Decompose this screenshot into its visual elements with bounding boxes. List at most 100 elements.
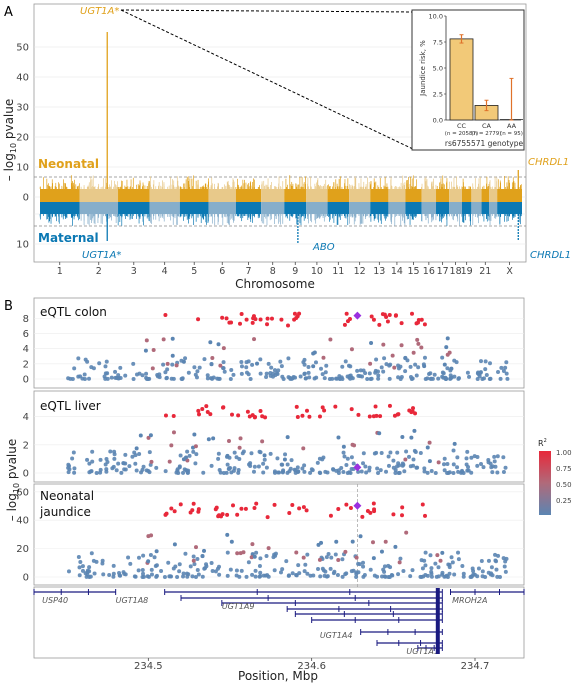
regional-point-low <box>479 359 484 364</box>
regional-point-high <box>204 404 209 409</box>
regional-point-high <box>371 317 376 322</box>
regional-point-low <box>166 560 171 565</box>
regional-point-low <box>420 566 425 571</box>
regional-point-high <box>239 506 244 511</box>
regional-point-low <box>154 465 159 470</box>
regional-point-low <box>149 567 154 572</box>
manhattan-band-neonatal-chr6 <box>208 189 236 202</box>
regional-point-mid <box>368 361 373 366</box>
regional-point-mid <box>416 341 421 346</box>
regional-point-high <box>197 412 202 417</box>
regional-point-low <box>374 357 379 362</box>
regional-point-high <box>258 317 263 322</box>
inset-y-tick-1: 2.5 <box>433 91 443 99</box>
regional-point-mid <box>235 551 240 556</box>
regional-point-high <box>258 409 263 414</box>
regional-point-low <box>433 561 438 566</box>
regional-point-low <box>272 469 277 474</box>
regional-point-low <box>396 461 401 466</box>
r2-legend-tick-025: 0.25 <box>556 497 572 505</box>
regional-point-low <box>186 572 191 577</box>
r2-legend-title-main: R <box>538 439 544 448</box>
regional-point-mid <box>343 549 348 554</box>
regional-point-low <box>296 563 301 568</box>
regional-point-low <box>480 376 485 381</box>
regional-point-low <box>475 463 480 468</box>
manhattan-band-maternal-chr8 <box>261 202 285 214</box>
regional-point-low <box>411 457 416 462</box>
regional-point-mid <box>285 435 290 440</box>
regional-point-low <box>202 357 207 362</box>
regional-point-high <box>292 311 297 316</box>
regional-point-low <box>335 572 340 577</box>
regional-point-high <box>322 408 327 413</box>
regional-point-low <box>334 468 339 473</box>
regional-point-low <box>258 357 263 362</box>
regional-point-low <box>493 552 498 557</box>
regional-point-low <box>419 574 424 579</box>
regional-point-low <box>429 569 434 574</box>
zoom-connector-bottom <box>120 9 416 151</box>
regional-point-low <box>331 571 336 576</box>
regional-point-high <box>356 412 361 417</box>
manhattan-y-ticks: 0 10 20 30 40 50 10 <box>16 43 29 251</box>
manhattan-band-neonatal-chr1 <box>40 189 80 202</box>
regional-point-low <box>341 470 346 475</box>
regional-point-low <box>77 565 82 570</box>
regional-point-low <box>501 469 506 474</box>
regional-point-low <box>333 552 338 557</box>
regional-point-low <box>72 366 77 371</box>
regional-point-low <box>111 574 116 579</box>
regional-point-low <box>388 450 393 455</box>
manhattan-x-tick-17: 17 <box>437 266 449 277</box>
facet-label-jaundice-2: jaundice <box>39 505 91 519</box>
regional-point-low <box>503 569 508 574</box>
regional-y-tick-2-0: 0 <box>23 469 29 480</box>
regional-point-low <box>365 377 370 381</box>
regional-point-low <box>122 571 127 576</box>
regional-point-low <box>475 376 480 381</box>
regional-point-low <box>498 376 503 381</box>
regional-point-low <box>256 464 261 469</box>
regional-point-low <box>145 574 150 579</box>
regional-point-low <box>94 470 99 475</box>
regional-y-label-sub: 10 <box>12 483 21 493</box>
manhattan-band-maternal-chr6 <box>208 202 236 214</box>
gene-label-ugt1a8: UGT1A8 <box>116 596 149 605</box>
regional-point-low <box>323 569 328 574</box>
regional-point-low <box>173 564 178 569</box>
regional-point-low <box>291 375 296 380</box>
regional-point-mid <box>169 443 174 448</box>
regional-point-low <box>316 566 321 571</box>
regional-point-high <box>294 404 299 409</box>
regional-point-high <box>396 412 401 417</box>
regional-point-low <box>413 449 418 454</box>
regional-point-low <box>85 359 90 364</box>
regional-point-low <box>467 374 472 379</box>
regional-point-mid <box>202 548 207 553</box>
regional-point-low <box>503 559 508 564</box>
regional-point-low <box>89 551 94 556</box>
regional-point-low <box>171 376 176 381</box>
regional-point-high <box>317 414 322 419</box>
regional-point-low <box>307 375 312 380</box>
regional-point-low <box>318 574 323 579</box>
regional-point-low <box>210 568 215 573</box>
regional-point-high <box>196 408 201 413</box>
manhattan-y-label: – log10 pvalue <box>2 99 18 182</box>
regional-point-low <box>466 464 471 469</box>
regional-point-low <box>379 365 384 370</box>
regional-point-low <box>423 563 428 568</box>
regional-point-low <box>273 551 278 556</box>
regional-point-mid <box>400 435 405 440</box>
regional-point-low <box>448 373 453 378</box>
regional-point-low <box>195 556 200 561</box>
manhattan-y-tick-top-30: 30 <box>16 103 29 114</box>
regional-point-low <box>442 456 447 461</box>
regional-point-low <box>428 553 433 558</box>
regional-point-high <box>374 413 379 418</box>
regional-point-high <box>413 411 418 416</box>
regional-point-low <box>416 365 421 370</box>
regional-point-mid <box>352 443 357 448</box>
regional-point-mid <box>282 457 287 462</box>
